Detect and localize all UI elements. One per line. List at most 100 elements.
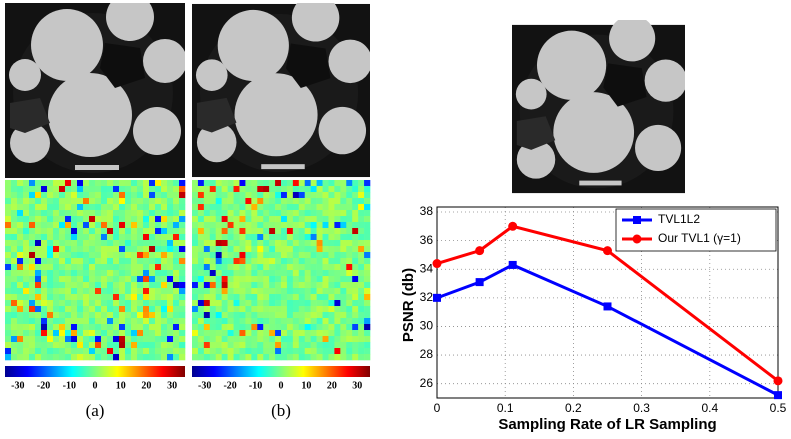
error-cell (41, 312, 48, 319)
error-cell (35, 324, 42, 331)
error-cell (137, 264, 144, 271)
colorbar-tick-label: 0 (93, 380, 98, 391)
legend-label: TVL1L2 (658, 212, 700, 226)
error-cell (47, 228, 54, 235)
error-cell (281, 264, 288, 271)
error-cell (310, 294, 317, 301)
error-cell (192, 252, 199, 259)
error-cell (167, 216, 174, 223)
error-cell (119, 192, 126, 199)
error-cell (5, 294, 12, 301)
error-cell (17, 258, 24, 265)
error-cell (113, 318, 120, 325)
error-cell (352, 288, 359, 295)
error-cell (221, 186, 228, 193)
error-cell (263, 264, 270, 271)
error-cell (310, 306, 317, 313)
y-tick-label: 32 (420, 290, 434, 304)
error-cell (257, 210, 264, 217)
error-cell (23, 180, 30, 187)
error-cell (286, 180, 294, 187)
error-cell (161, 294, 168, 301)
error-cell (83, 246, 90, 253)
error-cell (161, 204, 168, 211)
error-cell (286, 336, 294, 343)
error-cell (227, 300, 234, 307)
error-cell (358, 270, 365, 277)
error-cell (47, 210, 54, 217)
error-cell (125, 324, 132, 331)
error-cell (77, 348, 84, 355)
error-cell (263, 306, 270, 313)
error-cell (316, 186, 323, 193)
error-cell (263, 336, 270, 343)
error-cell (113, 258, 120, 265)
error-cell (257, 234, 264, 241)
error-cell (149, 276, 156, 283)
error-cell (173, 198, 180, 205)
error-cell (101, 330, 108, 337)
error-cell (179, 270, 186, 277)
legend-marker (632, 234, 642, 244)
error-cell (352, 330, 359, 337)
error-cell (143, 282, 150, 289)
error-cell (41, 288, 48, 295)
error-cell (17, 306, 24, 313)
error-cell (143, 318, 150, 325)
error-cell (263, 216, 270, 223)
error-cell (143, 306, 150, 313)
error-cell (161, 288, 168, 295)
error-cell (364, 318, 371, 325)
error-cell (197, 246, 205, 253)
error-cell (137, 306, 144, 313)
error-cell (5, 246, 12, 253)
error-cell (316, 282, 323, 289)
error-cell (161, 264, 168, 271)
error-cell (95, 228, 102, 235)
error-cell (334, 276, 341, 283)
error-cell (71, 348, 78, 355)
error-cell (95, 264, 102, 271)
error-cell (161, 306, 168, 313)
error-cell (275, 264, 282, 271)
error-cell (233, 336, 240, 343)
error-cell (292, 222, 300, 229)
error-cell (155, 294, 162, 301)
error-cell (298, 354, 306, 361)
error-cell (221, 324, 228, 331)
error-cell (125, 252, 132, 259)
error-cell (155, 240, 162, 247)
error-cell (65, 264, 72, 271)
error-cell (340, 216, 347, 223)
error-cell (107, 210, 114, 217)
error-cell (107, 318, 114, 325)
error-cell (334, 318, 341, 325)
error-cell (328, 264, 335, 271)
error-cell (71, 252, 78, 259)
error-cell (179, 240, 186, 247)
error-cell (125, 276, 132, 283)
error-cell (364, 234, 371, 241)
error-cell (227, 282, 234, 289)
error-cell (89, 348, 96, 355)
error-cell (215, 312, 222, 319)
error-cell (364, 204, 371, 211)
error-cell (101, 264, 108, 271)
error-cell (95, 276, 102, 283)
error-cell (197, 210, 205, 217)
error-cell (179, 330, 186, 337)
error-cell (281, 228, 288, 235)
error-cell (53, 186, 60, 193)
error-cell (23, 282, 30, 289)
error-cell (263, 354, 270, 361)
error-cell (292, 198, 300, 205)
error-cell (113, 228, 120, 235)
error-cell (59, 330, 66, 337)
error-cell (77, 216, 84, 223)
error-cell (209, 210, 217, 217)
error-cell (197, 312, 205, 319)
caption: (b) (271, 401, 291, 420)
error-cell (179, 312, 186, 319)
error-cell (167, 258, 174, 265)
error-cell (53, 234, 60, 241)
